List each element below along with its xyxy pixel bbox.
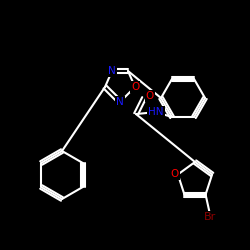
- Text: HN: HN: [148, 107, 164, 117]
- Text: Br: Br: [204, 212, 216, 222]
- Text: N: N: [108, 66, 116, 76]
- Text: O: O: [171, 170, 179, 179]
- Text: O: O: [131, 82, 139, 92]
- Text: O: O: [146, 91, 154, 101]
- Text: N: N: [116, 97, 124, 107]
